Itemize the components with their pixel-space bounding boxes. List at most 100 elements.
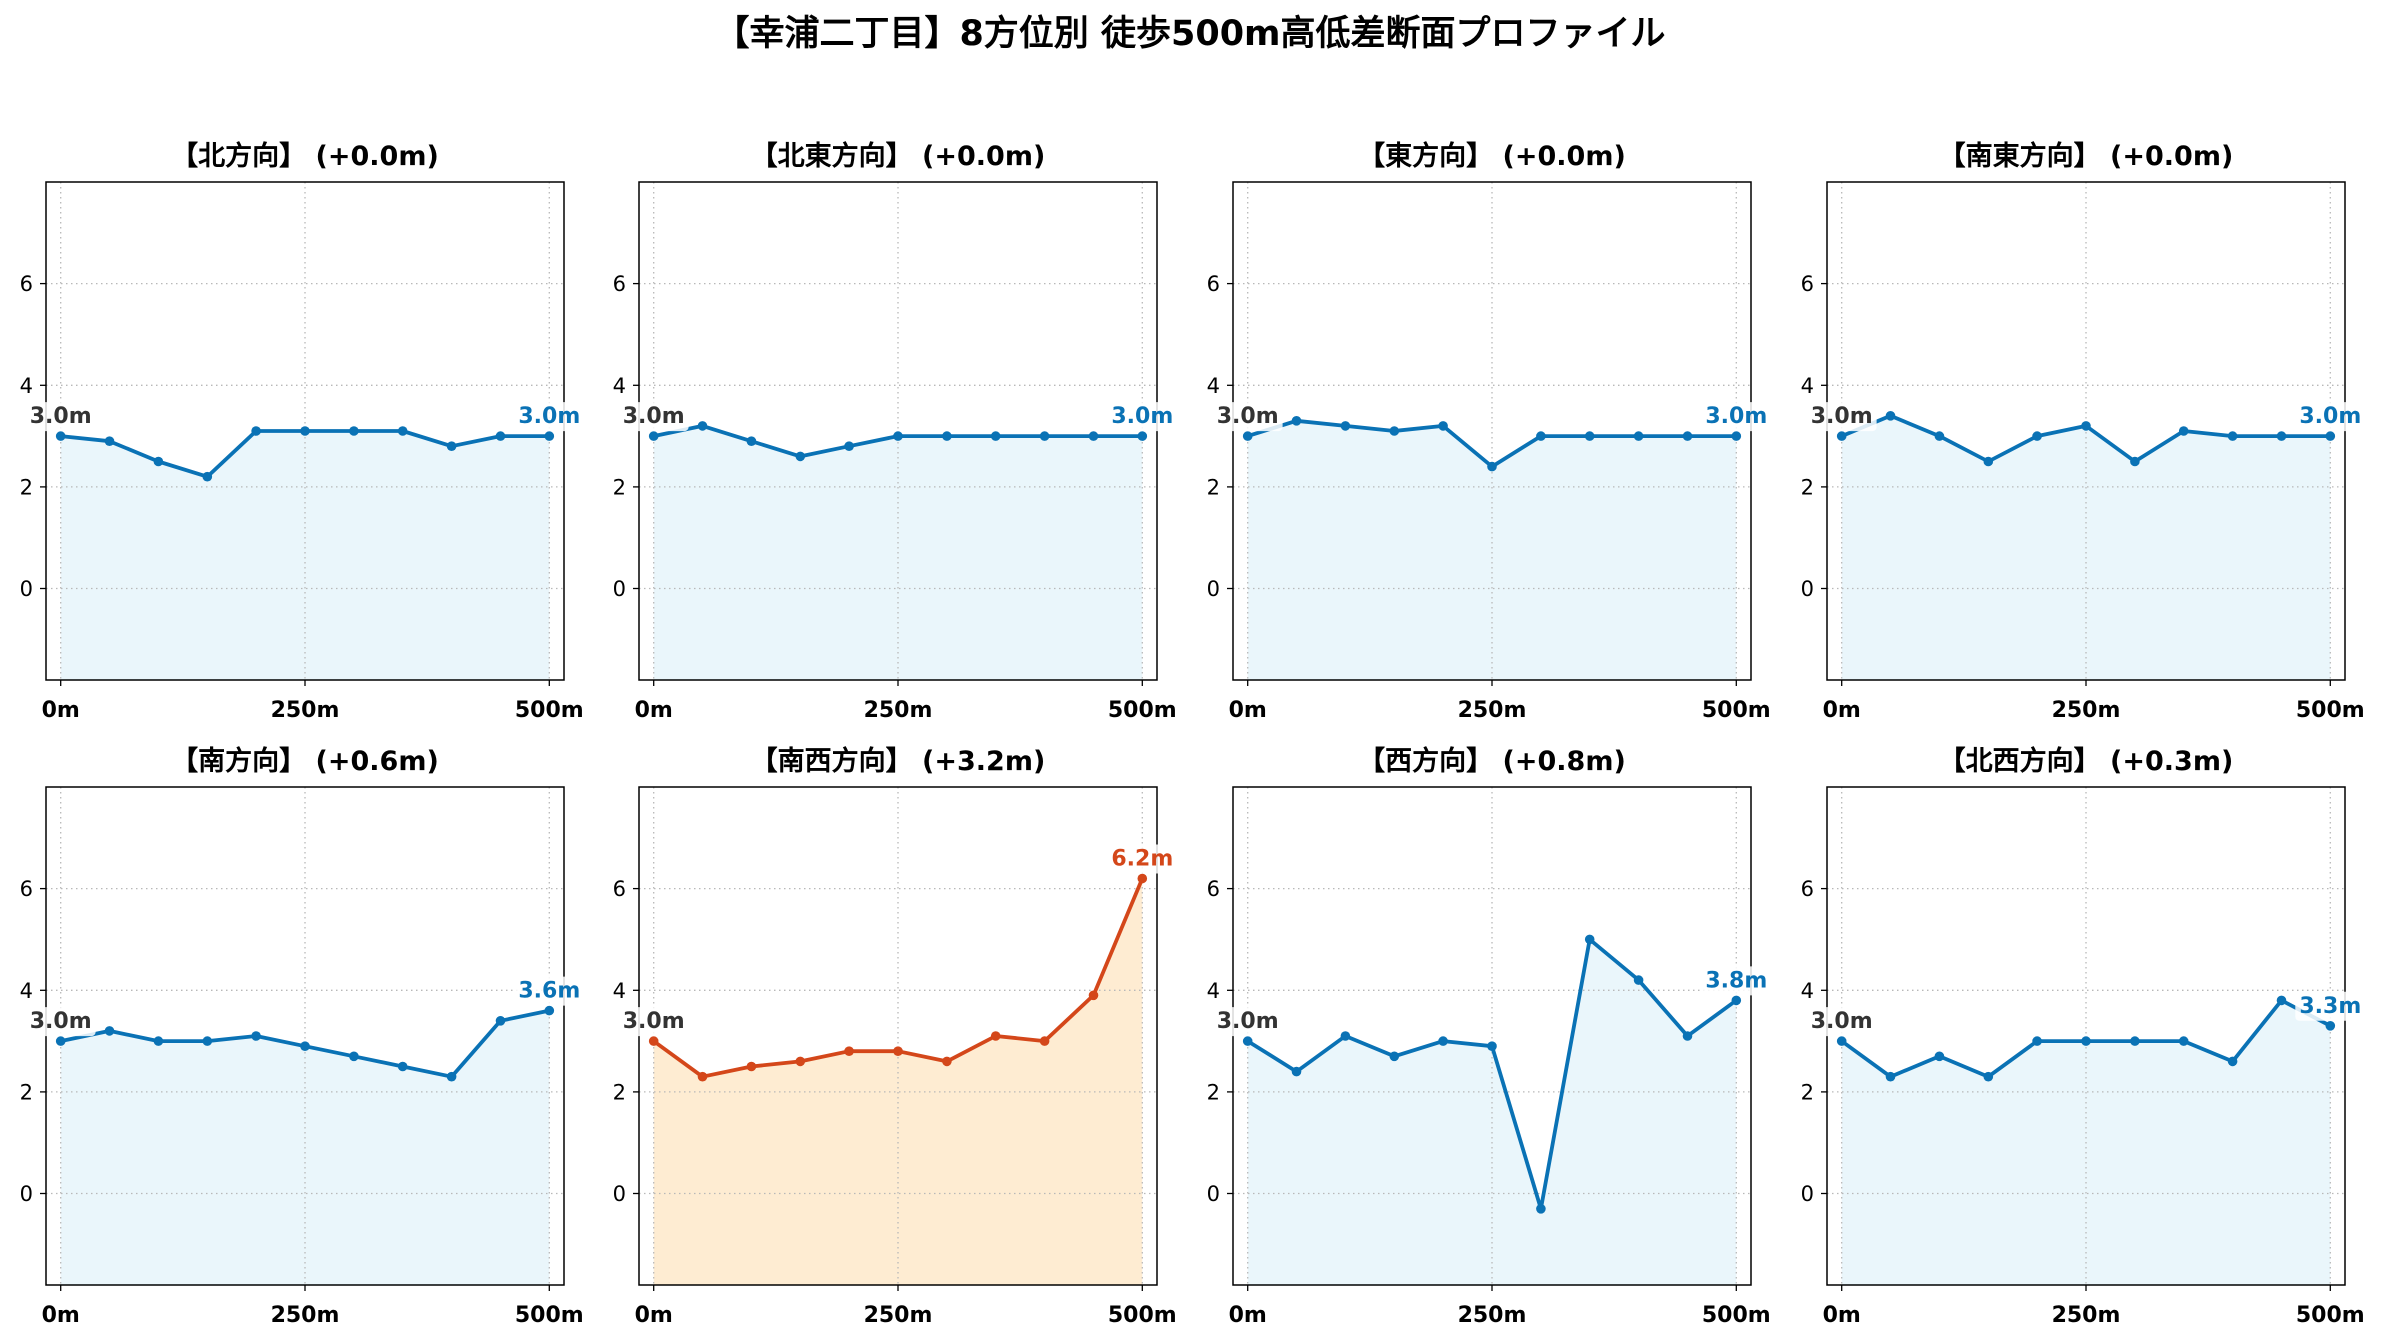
data-point	[1340, 1031, 1351, 1041]
y-tick-label: 0	[1801, 577, 1814, 601]
data-point	[795, 1056, 806, 1067]
x-tick-label: 250m	[864, 1303, 933, 1328]
end-label: 3.0m	[1705, 404, 1767, 429]
data-point	[2276, 431, 2287, 441]
x-tick-label: 250m	[271, 698, 340, 723]
label-background	[514, 976, 585, 1006]
data-point	[495, 431, 506, 441]
data-point	[1487, 1041, 1497, 1051]
data-point	[2178, 1036, 2189, 1046]
start-label-group: 3.0m	[618, 402, 689, 432]
subplot-title: 【北西方向】 (+0.3m)	[1939, 745, 2234, 777]
subplot-title: 【北方向】 (+0.0m)	[171, 140, 439, 172]
data-point	[2276, 995, 2287, 1006]
x-tick-label: 250m	[864, 698, 933, 723]
x-tick-label: 500m	[2296, 698, 2365, 723]
end-label-group: 3.0m	[1701, 402, 1772, 432]
y-tick-label: 4	[1801, 979, 1814, 1003]
y-tick-label: 6	[613, 272, 626, 296]
data-point	[697, 421, 708, 431]
y-tick-label: 2	[1207, 475, 1220, 499]
end-label-group: 6.2m	[1107, 844, 1178, 874]
label-background	[25, 402, 96, 432]
start-label: 3.0m	[623, 1009, 685, 1034]
data-point	[1934, 431, 1945, 441]
start-label-group: 3.0m	[1806, 402, 1877, 432]
start-label-group: 3.0m	[618, 1007, 689, 1037]
subplot-east: 0m 250m 500m 0 2 4 6 【東方向】 (+0.0m) 3.0m 3.0m	[1207, 140, 1772, 723]
x-tick-label: 500m	[2296, 1303, 2365, 1328]
x-tick-label: 250m	[2052, 1303, 2121, 1328]
subplot-title: 【東方向】 (+0.0m)	[1358, 140, 1626, 172]
data-point	[1039, 1036, 1050, 1046]
x-tick-label: 250m	[1458, 698, 1527, 723]
data-point	[1291, 416, 1302, 426]
label-background	[618, 402, 689, 432]
data-point	[1487, 461, 1497, 472]
subplot-southeast: 0m 250m 500m 0 2 4 6 【南東方向】 (+0.0m) 3.0m 3.0m	[1801, 140, 2366, 723]
y-tick-label: 2	[613, 1080, 626, 1104]
label-background	[25, 1007, 96, 1037]
data-point	[893, 431, 903, 441]
data-point	[1885, 1071, 1896, 1082]
y-tick-label: 0	[20, 577, 33, 601]
end-label-group: 3.0m	[514, 402, 585, 432]
y-tick-label: 4	[1207, 979, 1220, 1003]
data-point	[1731, 995, 1742, 1006]
start-label-group: 3.0m	[1212, 1007, 1283, 1037]
y-tick-label: 6	[1801, 877, 1814, 901]
data-point	[648, 1036, 659, 1046]
y-tick-label: 0	[613, 577, 626, 601]
x-tick-label: 500m	[1108, 1303, 1177, 1328]
data-point	[2227, 431, 2238, 441]
data-point	[544, 1005, 555, 1016]
data-point	[2081, 1036, 2091, 1046]
data-point	[697, 1071, 708, 1082]
x-tick-label: 0m	[1823, 698, 1861, 723]
start-label: 3.0m	[1217, 1009, 1279, 1034]
x-tick-label: 0m	[42, 1303, 80, 1328]
label-background	[2295, 991, 2366, 1021]
elevation-area-fill	[60, 431, 550, 680]
data-point	[1088, 431, 1099, 441]
end-label: 3.8m	[1705, 968, 1767, 993]
x-tick-label: 0m	[635, 1303, 673, 1328]
data-point	[397, 426, 408, 436]
y-tick-label: 6	[1207, 877, 1220, 901]
data-point	[2178, 426, 2189, 436]
data-point	[795, 451, 806, 462]
x-tick-label: 250m	[1458, 1303, 1527, 1328]
data-point	[1389, 426, 1400, 436]
data-point	[202, 471, 213, 482]
x-tick-label: 0m	[1229, 698, 1267, 723]
data-point	[1584, 431, 1595, 441]
data-point	[990, 431, 1001, 441]
end-label: 6.2m	[1111, 847, 1173, 872]
elevation-area-fill	[653, 878, 1143, 1285]
data-point	[2130, 1036, 2140, 1046]
data-point	[1836, 1036, 1847, 1046]
elevation-area-fill	[1247, 420, 1737, 680]
data-point	[2081, 421, 2091, 431]
y-tick-label: 0	[1207, 1182, 1220, 1206]
data-point	[1438, 1036, 1448, 1046]
x-tick-label: 0m	[1823, 1303, 1861, 1328]
label-background	[1806, 1007, 1877, 1037]
x-tick-label: 500m	[1702, 698, 1771, 723]
y-tick-label: 4	[20, 979, 33, 1003]
end-label-group: 3.0m	[2295, 402, 2366, 432]
data-point	[1983, 456, 1994, 467]
subplot-title: 【南東方向】 (+0.0m)	[1939, 140, 2234, 172]
y-tick-label: 0	[1801, 1182, 1814, 1206]
data-point	[1242, 1036, 1253, 1046]
data-point	[844, 441, 854, 452]
data-point	[2032, 1036, 2042, 1046]
label-background	[2295, 402, 2366, 432]
y-tick-label: 0	[1207, 577, 1220, 601]
end-label-group: 3.3m	[2295, 991, 2366, 1021]
start-label-group: 3.0m	[1212, 402, 1283, 432]
data-point	[1137, 873, 1148, 884]
data-point	[2325, 431, 2336, 441]
data-point	[446, 441, 457, 452]
data-point	[844, 1046, 854, 1056]
